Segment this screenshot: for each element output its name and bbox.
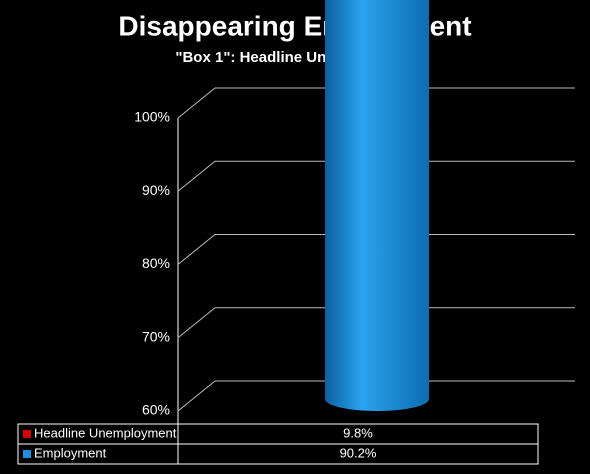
y-tick-label: 100% [134,109,170,125]
cylinder-segment [325,0,429,411]
legend-swatch [23,450,31,458]
grid-line [177,307,575,339]
grid-line [177,380,575,412]
table-value: 9.8% [343,425,373,440]
legend-label: Employment [34,445,107,460]
grid-line [177,87,575,119]
y-tick-label: 80% [142,255,170,271]
y-tick-label: 70% [142,328,170,344]
y-tick-label: 60% [142,402,170,418]
grid-line [177,234,575,265]
legend-label: Headline Unemployment [34,425,177,440]
table-value: 90.2% [340,445,377,460]
y-tick-label: 90% [142,182,170,198]
grid-line [177,160,575,192]
legend-swatch [23,430,31,438]
